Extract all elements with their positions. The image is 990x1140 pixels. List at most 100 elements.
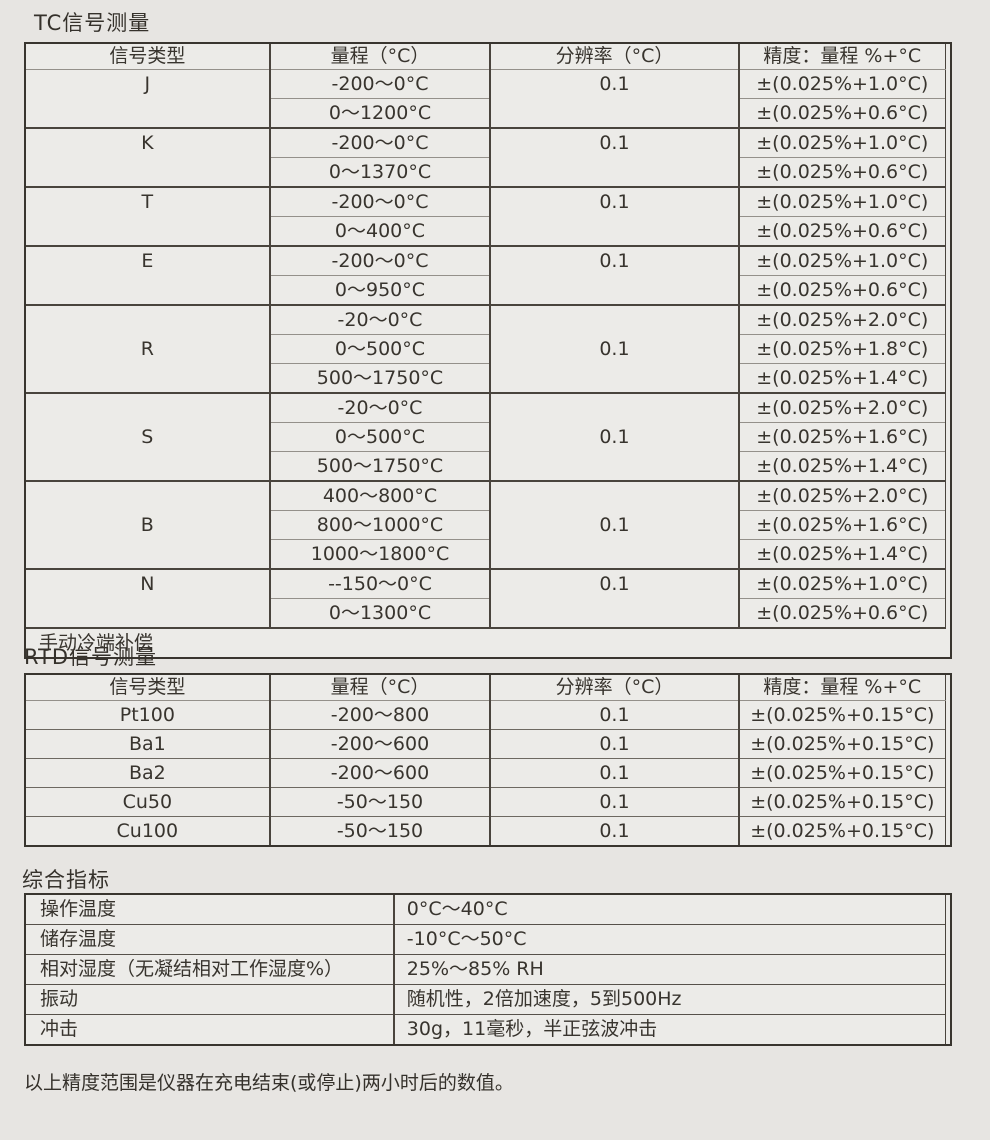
col-header-resolution: 分辨率（°C） [489, 44, 739, 70]
accuracy-cell: ±(0.025%+0.15°C) [737, 729, 946, 759]
table-row: B 400～800°C 0.1 ±(0.025%+2.0°C) [26, 480, 946, 569]
tc-table-frame: 信号类型 量程（°C） 分辨率（°C） 精度：量程 %+°C J -200～0°… [24, 42, 952, 659]
range-cell: -200～0°C [268, 186, 491, 217]
spec-value-cell: 0°C～40°C [392, 895, 946, 925]
signal-type-cell: B [26, 480, 270, 569]
resolution-cell: 0.1 [489, 304, 739, 393]
accuracy-cell: ±(0.025%+0.6°C) [737, 275, 946, 305]
spec-label-cell: 相对湿度（无凝结相对工作湿度%） [26, 954, 394, 985]
accuracy-cell: ±(0.025%+1.4°C) [737, 451, 946, 481]
resolution-cell: 0.1 [489, 787, 739, 817]
accuracy-cell: ±(0.025%+0.15°C) [737, 758, 946, 788]
table-row: S -20～0°C 0.1 ±(0.025%+2.0°C) [26, 392, 946, 481]
range-cell: 400～800°C [268, 480, 491, 511]
resolution-cell: 0.1 [489, 245, 739, 305]
range-cell: 500～1750°C [268, 451, 491, 481]
table-row: Pt100 -200～800 0.1 ±(0.025%+0.15°C) [26, 700, 946, 730]
range-cell: 0～500°C [268, 334, 491, 364]
col-header-resolution: 分辨率（°C） [489, 675, 739, 701]
resolution-cell: 0.1 [489, 729, 739, 759]
table-row: 0～500°C ±(0.025%+1.6°C) [26, 422, 946, 452]
signal-type-cell: Cu50 [26, 787, 270, 817]
range-cell: 0～1200°C [268, 98, 491, 128]
table-row: 0～1370°C ±(0.025%+0.6°C) [26, 157, 946, 187]
tc-table: 信号类型 量程（°C） 分辨率（°C） 精度：量程 %+°C J -200～0°… [26, 44, 946, 657]
accuracy-cell: ±(0.025%+1.6°C) [737, 422, 946, 452]
rtd-table: 信号类型 量程（°C） 分辨率（°C） 精度：量程 %+°C Pt100 -20… [26, 675, 946, 845]
range-cell: -200～0°C [268, 69, 491, 99]
accuracy-cell: ±(0.025%+1.0°C) [737, 69, 946, 99]
range-cell: -50～150 [268, 787, 491, 817]
general-section-title: 综合指标 [22, 868, 110, 892]
table-row: 1000～1800°C ±(0.025%+1.4°C) [26, 539, 946, 569]
resolution-cell: 0.1 [489, 69, 739, 128]
range-cell: 1000～1800°C [268, 539, 491, 569]
spec-value-cell: 25%～85% RH [392, 954, 946, 985]
range-cell: 800～1000°C [268, 510, 491, 540]
signal-type-cell: Pt100 [26, 700, 270, 730]
accuracy-cell: ±(0.025%+1.6°C) [737, 510, 946, 540]
col-header-signal-type: 信号类型 [26, 675, 270, 701]
col-header-signal-type: 信号类型 [26, 44, 270, 70]
col-header-range: 量程（°C） [268, 675, 491, 701]
table-row: Ba2 -200～600 0.1 ±(0.025%+0.15°C) [26, 758, 946, 788]
rtd-table-frame: 信号类型 量程（°C） 分辨率（°C） 精度：量程 %+°C Pt100 -20… [24, 673, 952, 847]
table-row: 冲击 30g，11毫秒，半正弦波冲击 [26, 1014, 946, 1044]
table-row: 500～1750°C ±(0.025%+1.4°C) [26, 363, 946, 393]
table-row: 操作温度 0°C～40°C [26, 895, 946, 925]
accuracy-cell: ±(0.025%+0.6°C) [737, 216, 946, 246]
signal-type-cell: Ba1 [26, 729, 270, 759]
accuracy-cell: ±(0.025%+2.0°C) [737, 480, 946, 511]
spec-value-cell: 随机性，2倍加速度，5到500Hz [392, 984, 946, 1015]
accuracy-cell: ±(0.025%+1.4°C) [737, 539, 946, 569]
table-row: K -200～0°C 0.1 ±(0.025%+1.0°C) [26, 127, 946, 187]
col-header-accuracy: 精度：量程 %+°C [737, 44, 946, 70]
general-table: 操作温度 0°C～40°C 储存温度 -10°C～50°C 相对湿度（无凝结相对… [26, 895, 946, 1044]
range-cell: -200～0°C [268, 245, 491, 276]
table-row: 手动冷端补偿 [26, 627, 946, 657]
range-cell: 500～1750°C [268, 363, 491, 393]
table-row: 储存温度 -10°C～50°C [26, 924, 946, 955]
resolution-cell: 0.1 [489, 127, 739, 187]
accuracy-cell: ±(0.025%+0.6°C) [737, 598, 946, 628]
resolution-cell: 0.1 [489, 480, 739, 569]
accuracy-cell: ±(0.025%+0.15°C) [737, 787, 946, 817]
resolution-cell: 0.1 [489, 392, 739, 481]
table-row: 800～1000°C ±(0.025%+1.6°C) [26, 510, 946, 540]
table-row: Ba1 -200～600 0.1 ±(0.025%+0.15°C) [26, 729, 946, 759]
accuracy-cell: ±(0.025%+0.15°C) [737, 816, 946, 845]
table-row: Cu50 -50～150 0.1 ±(0.025%+0.15°C) [26, 787, 946, 817]
accuracy-cell: ±(0.025%+0.6°C) [737, 98, 946, 128]
table-row: N --150～0°C 0.1 ±(0.025%+1.0°C) [26, 568, 946, 628]
range-cell: -200～600 [268, 758, 491, 788]
accuracy-cell: ±(0.025%+1.0°C) [737, 127, 946, 158]
header-row: 信号类型 量程（°C） 分辨率（°C） 精度：量程 %+°C [26, 44, 946, 70]
accuracy-cell: ±(0.025%+0.15°C) [737, 700, 946, 730]
signal-type-cell: R [26, 304, 270, 393]
range-cell: -200～600 [268, 729, 491, 759]
table-row: Cu100 -50～150 0.1 ±(0.025%+0.15°C) [26, 816, 946, 845]
table-row: 振动 随机性，2倍加速度，5到500Hz [26, 984, 946, 1015]
accuracy-cell: ±(0.025%+1.0°C) [737, 245, 946, 276]
spec-value-cell: 30g，11毫秒，半正弦波冲击 [392, 1014, 946, 1044]
accuracy-note: 以上精度范围是仪器在充电结束(或停止)两小时后的数值。 [24, 1072, 514, 1094]
table-row: 0～400°C ±(0.025%+0.6°C) [26, 216, 946, 246]
range-cell: 0～500°C [268, 422, 491, 452]
table-row: 0～950°C ±(0.025%+0.6°C) [26, 275, 946, 305]
col-header-range: 量程（°C） [268, 44, 491, 70]
accuracy-cell: ±(0.025%+1.0°C) [737, 568, 946, 599]
col-header-accuracy: 精度：量程 %+°C [737, 675, 946, 701]
table-row: 相对湿度（无凝结相对工作湿度%） 25%～85% RH [26, 954, 946, 985]
rtd-section-title: RTD信号测量 [24, 645, 158, 669]
table-row: R -20～0°C 0.1 ±(0.025%+2.0°C) [26, 304, 946, 393]
range-cell: -20～0°C [268, 304, 491, 335]
accuracy-cell: ±(0.025%+1.0°C) [737, 186, 946, 217]
accuracy-cell: ±(0.025%+1.4°C) [737, 363, 946, 393]
accuracy-cell: ±(0.025%+0.6°C) [737, 157, 946, 187]
table-row: J -200～0°C 0.1 ±(0.025%+1.0°C) [26, 69, 946, 128]
resolution-cell: 0.1 [489, 186, 739, 246]
signal-type-cell: S [26, 392, 270, 481]
signal-type-cell: N [26, 568, 270, 628]
signal-type-cell: K [26, 127, 270, 187]
range-cell: -50～150 [268, 816, 491, 845]
